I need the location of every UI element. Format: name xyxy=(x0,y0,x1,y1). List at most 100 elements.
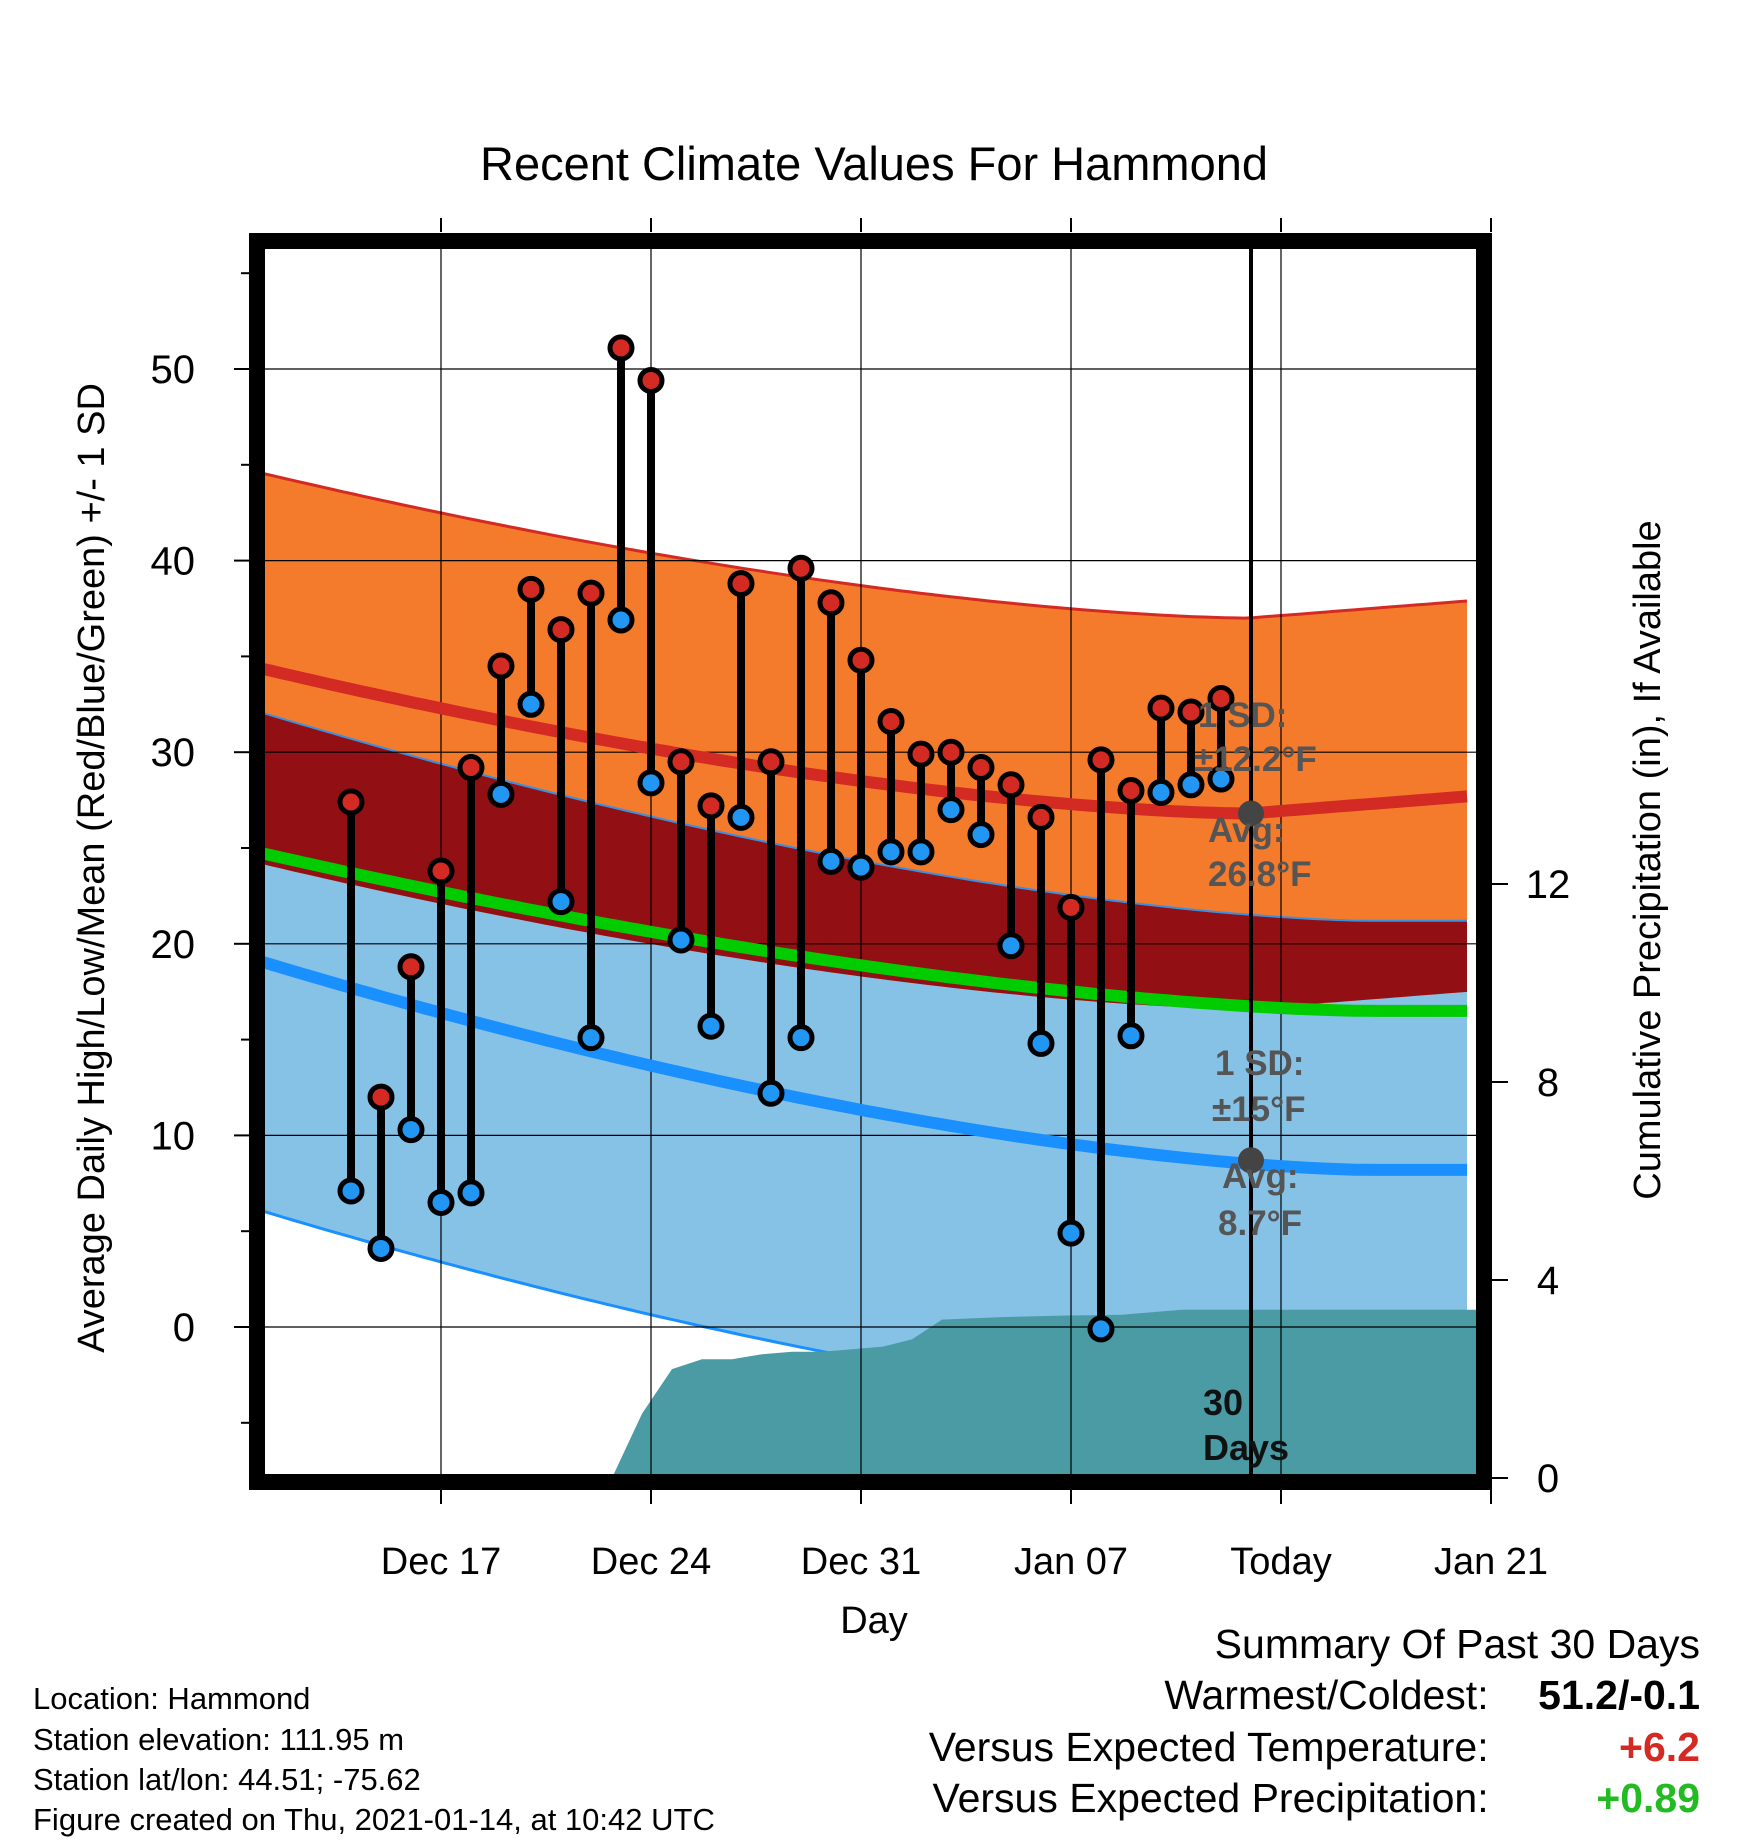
y-tick-label-0: 0 xyxy=(173,1306,195,1350)
y2-tick-label-1: 4 xyxy=(1537,1259,1559,1303)
summary-heading: Summary Of Past 30 Days xyxy=(1214,1621,1700,1667)
low-sd-value: ±15°F xyxy=(1212,1090,1306,1129)
low-point-25 xyxy=(1087,1315,1115,1343)
low-point-8 xyxy=(577,1024,605,1052)
precip-vs-expected-label: Versus Expected Precipitation: xyxy=(932,1775,1489,1821)
summary-warmest-coldest: Warmest/Coldest: 51.2/-0.1 xyxy=(1164,1672,1700,1719)
cumulative-precip-area xyxy=(613,1309,1477,1475)
high-point-9 xyxy=(607,334,635,362)
high-point-27 xyxy=(1147,694,1175,722)
high-point-26 xyxy=(1117,777,1145,805)
high-point-22 xyxy=(997,771,1025,799)
high-sd-upper-edge xyxy=(264,472,1468,620)
low-point-7 xyxy=(547,888,575,916)
low-point-19 xyxy=(907,838,935,866)
high-point-3 xyxy=(427,857,455,885)
warmest-coldest-value: 51.2/-0.1 xyxy=(1538,1672,1700,1718)
grid-lines xyxy=(264,248,1477,1475)
high-point-12 xyxy=(697,792,725,820)
precip-area xyxy=(613,1309,1477,1475)
low-point-2 xyxy=(397,1116,425,1144)
high-avg-value: 26.8°F xyxy=(1208,855,1312,894)
low-point-27 xyxy=(1147,778,1175,806)
x-tick-label-4: Today xyxy=(1230,1541,1331,1583)
low-avg-value: 8.7°F xyxy=(1218,1204,1302,1243)
high-point-0 xyxy=(337,788,365,816)
high-point-24 xyxy=(1057,893,1085,921)
high-point-13 xyxy=(727,570,755,598)
low-point-5 xyxy=(487,780,515,808)
high-point-10 xyxy=(637,366,665,394)
low-point-29 xyxy=(1207,765,1235,793)
today-days-label-number: 30 xyxy=(1203,1382,1243,1423)
high-point-29 xyxy=(1207,685,1235,713)
y-tick-label-1: 10 xyxy=(151,1114,196,1158)
low-point-15 xyxy=(787,1024,815,1052)
high-point-23 xyxy=(1027,803,1055,831)
low-point-9 xyxy=(607,606,635,634)
high-point-2 xyxy=(397,953,425,981)
low-point-21 xyxy=(967,821,995,849)
station-latlon: Station lat/lon: 44.51; -75.62 xyxy=(33,1762,421,1797)
low-point-20 xyxy=(937,796,965,824)
high-avg-today-marker xyxy=(1238,800,1264,827)
high-point-15 xyxy=(787,554,815,582)
high-point-21 xyxy=(967,754,995,782)
low-point-4 xyxy=(457,1179,485,1207)
warmest-coldest-label: Warmest/Coldest: xyxy=(1164,1672,1489,1718)
plot-frame xyxy=(249,233,1492,1490)
normal-bands xyxy=(264,472,1468,1421)
high-point-16 xyxy=(817,589,845,617)
x-tick-label-0: Dec 17 xyxy=(381,1541,501,1583)
high-point-17 xyxy=(847,646,875,674)
high-point-18 xyxy=(877,708,905,736)
low-point-26 xyxy=(1117,1022,1145,1050)
y2-tick-label-0: 0 xyxy=(1537,1457,1559,1501)
summary-precip: Versus Expected Precipitation: +0.89 xyxy=(933,1775,1701,1822)
y-tick-label-3: 30 xyxy=(151,731,196,775)
low-point-17 xyxy=(847,853,875,881)
low-point-14 xyxy=(757,1079,785,1107)
precip-vs-expected-value: +0.89 xyxy=(1596,1775,1700,1821)
chart-title: Recent Climate Values For Hammond xyxy=(480,137,1268,190)
high-point-11 xyxy=(667,748,695,776)
annotations: Recent Climate Values For Hammond Day Aver… xyxy=(71,137,1669,1642)
low-point-22 xyxy=(997,932,1025,960)
low-avg-today-marker xyxy=(1238,1147,1264,1174)
low-point-10 xyxy=(637,769,665,797)
low-avg-label: Avg: xyxy=(1222,1157,1298,1196)
low-point-16 xyxy=(817,847,845,875)
y-tick-label-4: 40 xyxy=(151,540,196,584)
high-point-8 xyxy=(577,579,605,607)
low-point-0 xyxy=(337,1177,365,1205)
x-tick-label-5: Jan 21 xyxy=(1434,1541,1548,1583)
low-sd-label: 1 SD: xyxy=(1215,1044,1304,1083)
normal-low-line xyxy=(264,956,1467,1176)
high-point-28 xyxy=(1177,698,1205,726)
y-axis-label-right: Cumulative Precipitation (in), If Availa… xyxy=(1627,520,1669,1199)
low-point-23 xyxy=(1027,1029,1055,1057)
high-point-20 xyxy=(937,738,965,766)
station-location: Location: Hammond xyxy=(33,1681,311,1716)
low-point-12 xyxy=(697,1012,725,1040)
high-sd-label: 1 SD: xyxy=(1198,696,1287,735)
low-point-1 xyxy=(367,1234,395,1262)
high-point-19 xyxy=(907,740,935,768)
high-point-5 xyxy=(487,652,515,680)
low-point-24 xyxy=(1057,1219,1085,1247)
axes: 0 10 20 30 40 50 0 4 8 12 Dec 17 Dec 24 Dec 31 Jan 07… xyxy=(151,218,1571,1583)
high-point-7 xyxy=(547,616,575,644)
high-point-6 xyxy=(517,575,545,603)
figure-created: Figure created on Thu, 2021-01-14, at 10… xyxy=(33,1802,715,1837)
high-sd-value: ±12.2°F xyxy=(1194,740,1317,779)
summary-temp: Versus Expected Temperature: +6.2 xyxy=(929,1724,1700,1771)
y-axis-label-left: Average Daily High/Low/Mean (Red/Blue/Gr… xyxy=(71,383,113,1353)
today-days-label-word: Days xyxy=(1203,1427,1289,1468)
y2-tick-label-3: 12 xyxy=(1526,863,1571,907)
x-tick-label-3: Jan 07 xyxy=(1014,1541,1128,1583)
high-point-4 xyxy=(457,754,485,782)
x-tick-label-1: Dec 24 xyxy=(591,1541,711,1583)
y-tick-label-5: 50 xyxy=(151,348,196,392)
low-point-6 xyxy=(517,690,545,718)
